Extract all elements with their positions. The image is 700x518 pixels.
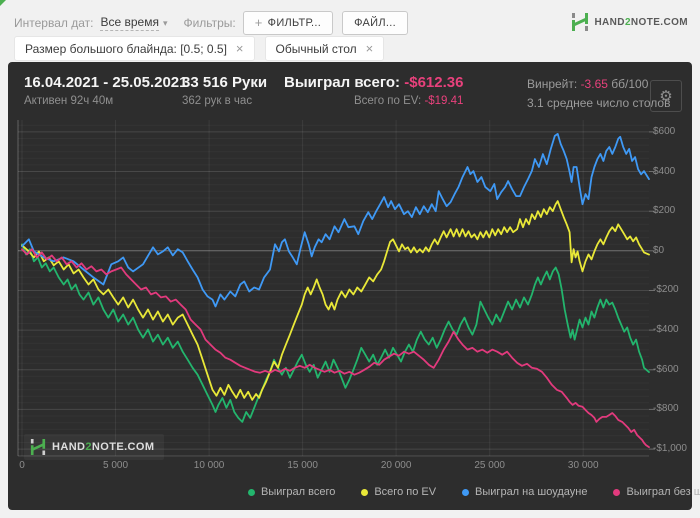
watermark-text: HAND2NOTE.COM [52,441,155,453]
x-axis-labels: 0 5 000 10 000 15 000 20 000 25 000 30 000 [18,460,649,474]
add-filter-button[interactable]: + ФИЛЬТР... [242,11,334,35]
corner-accent [0,0,6,6]
won-total-line: Выиграл всего: -$612.36 [284,74,464,91]
stat-winrate: Винрейт: -3.65 бб/100 3.1 среднее число … [527,77,670,115]
legend-dot-icon [613,488,621,496]
y-axis-tick-label: -$800 [653,403,679,415]
close-icon[interactable]: × [365,41,374,56]
settings-button[interactable]: ⚙ [650,80,682,112]
file-button[interactable]: ФАЙЛ... [342,11,408,35]
legend-dot-icon [361,488,369,496]
filter-chips-row: Размер большого блайнда: [0.5; 0.5] × Об… [14,36,385,61]
y-axis-tick-label: -$200 [653,284,679,296]
report-panel: 16.04.2021 - 25.05.2021 Активен 92ч 40м … [8,62,700,510]
series-line-3 [21,248,650,449]
chart-watermark: HAND2NOTE.COM [24,434,165,460]
legend-dot-icon [248,488,255,496]
series-line-2 [21,132,650,308]
filter-chip-label: Обычный стол [275,41,357,56]
legend-label: Выиграл на шоудауне [475,486,588,498]
chart-canvas [17,120,655,457]
legend-item[interactable]: Выиграл всего [248,486,335,498]
stat-hands: 33 516 Руки 362 рук в час [182,74,267,107]
legend-item[interactable]: Всего по EV [361,486,436,498]
x-axis-tick-label: 5 000 [103,460,129,471]
y-axis-tick-label: -$1,000 [653,443,687,455]
ev-total-value: -$19.41 [424,95,464,107]
legend-item[interactable]: Выиграл без шоудауна [613,486,700,498]
hand2note-logo: HAND2NOTE.COM [571,12,688,32]
legend-item[interactable]: Выиграл на шоудауне [462,486,587,498]
filter-chip-regular-table[interactable]: Обычный стол × [264,36,385,61]
watermark-logo-icon [30,439,46,455]
hands-per-hour: 362 рук в час [182,95,253,107]
legend-dot-icon [462,488,470,496]
legend-label: Выиграл без шоудауна [626,486,700,498]
date-range-value: 16.04.2021 - 25.05.2021 [24,74,188,91]
y-axis-tick-label: $400 [653,165,676,177]
winrate-line: Винрейт: -3.65 бб/100 [527,77,649,91]
toolbar: Интервал дат: Все время ▾ Фильтры: + ФИЛ… [14,10,688,36]
series-line-0 [21,243,650,423]
y-axis-tick-label: -$400 [653,324,679,336]
won-total-value: -$612.36 [404,74,464,91]
chevron-down-icon[interactable]: ▾ [162,17,168,28]
series-line-1 [21,200,650,401]
hand2note-logo-icon [572,13,589,31]
ev-total-line: Всего по EV: -$19.41 [353,95,464,107]
plus-icon: + [254,15,263,30]
hand2note-logo-text: HAND2NOTE.COM [594,16,688,28]
x-axis-tick-label: 25 000 [474,460,505,471]
avg-tables: 3.1 среднее число столов [527,96,671,110]
date-interval-dropdown[interactable]: Все время [100,15,159,31]
x-axis-tick-label: 20 000 [380,460,412,471]
gear-icon: ⚙ [659,87,673,105]
filters-label: Фильтры: [183,16,236,30]
x-axis-tick-label: 0 [19,460,25,471]
filter-chip-label: Размер большого блайнда: [0.5; 0.5] [25,41,227,56]
y-axis-tick-label: $0 [653,244,665,256]
x-axis-tick-label: 10 000 [193,460,225,471]
stat-date-range: 16.04.2021 - 25.05.2021 Активен 92ч 40м [24,74,187,107]
x-axis-tick-label: 15 000 [287,460,318,471]
x-axis-tick-label: 30 000 [567,460,599,471]
y-axis-tick-label: $200 [653,205,676,217]
winrate-value: -3.65 [580,77,608,91]
y-axis-tick-label: -$600 [653,363,679,375]
filter-chip-big-blind[interactable]: Размер большого блайнда: [0.5; 0.5] × [14,36,255,61]
hands-count: 33 516 Руки [182,74,268,91]
active-time: Активен 92ч 40м [24,95,114,107]
chart-legend: Выиграл всего Всего по EV Выиграл на шоуда… [248,486,700,498]
legend-label: Всего по EV [374,486,437,498]
y-axis-tick-label: $600 [653,125,676,137]
date-interval-label: Интервал дат: [14,16,94,30]
close-icon[interactable]: × [235,41,244,56]
winnings-chart[interactable] [17,120,655,457]
legend-label: Выиграл всего [261,486,336,498]
stat-won-total: Выиграл всего: -$612.36 Всего по EV: -$1… [284,74,463,107]
y-axis-labels: $600 $400 $200 $0 -$200 -$400 -$600 -$800 -$1,00… [653,120,691,456]
